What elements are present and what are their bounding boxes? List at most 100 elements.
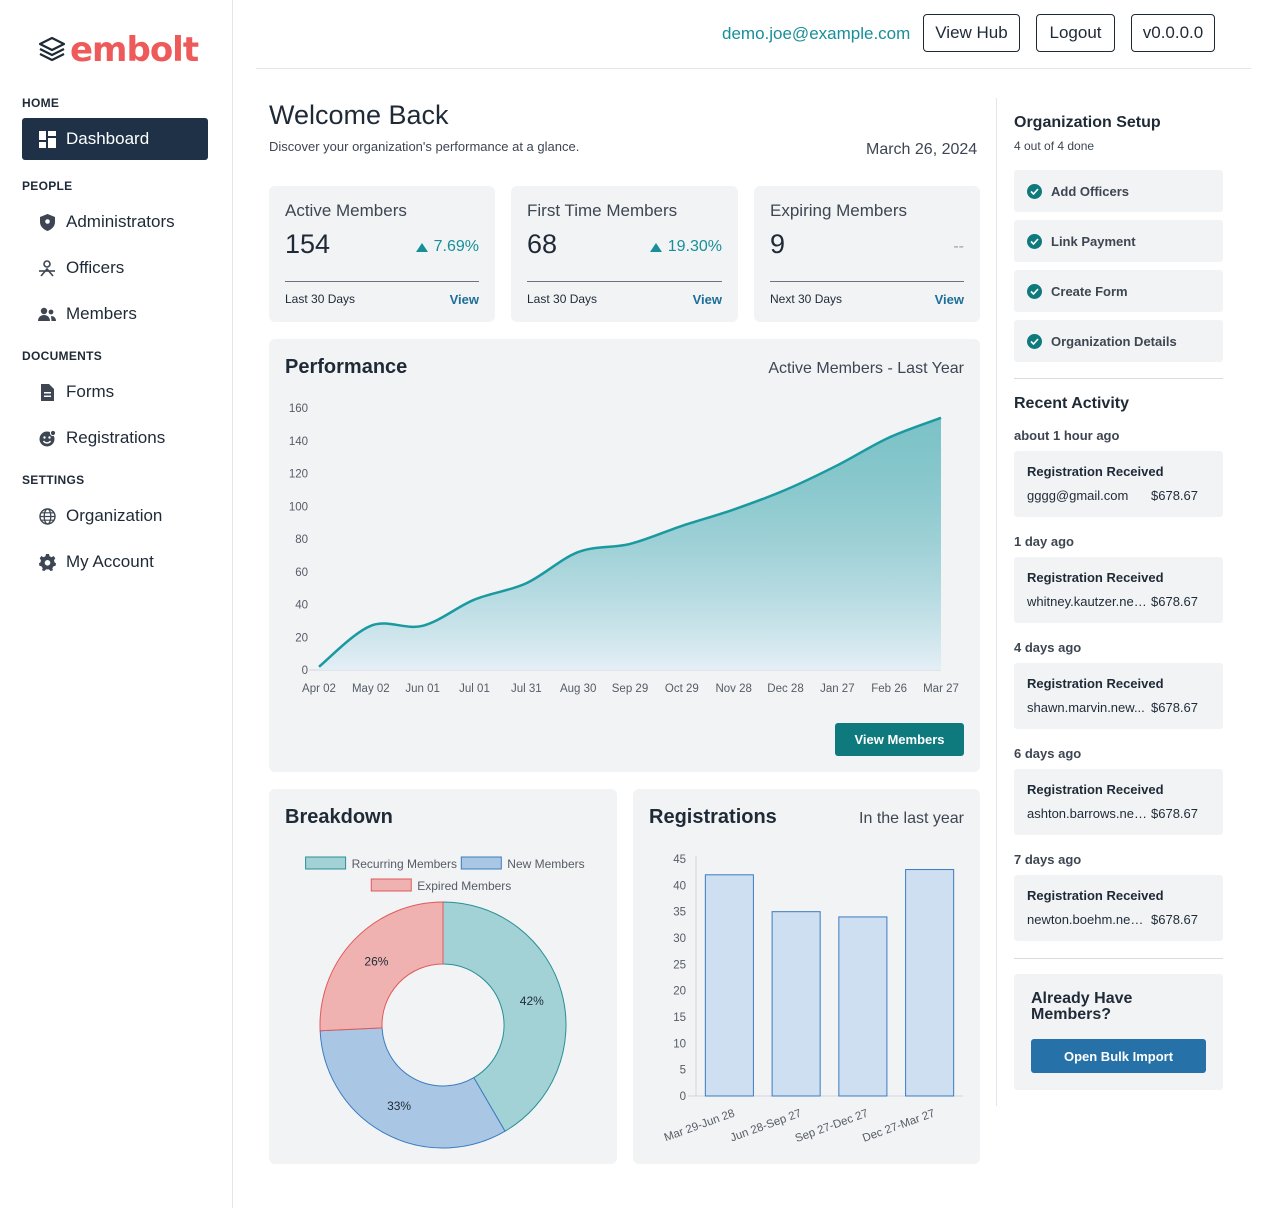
stat-delta-value: -- [953, 238, 964, 255]
bar [704, 874, 754, 1097]
user-email[interactable]: demo.joe@example.com [722, 24, 911, 43]
dashboard-icon [38, 130, 56, 148]
stat-period: Next 30 Days [770, 292, 843, 306]
nav-section-people: PEOPLE [22, 179, 73, 193]
slice-label: 33% [387, 1099, 411, 1113]
check-circle-icon [1027, 333, 1042, 349]
sidebar-item-administrators[interactable]: Administrators [22, 201, 208, 243]
view-hub-button[interactable]: View Hub [923, 14, 1020, 52]
activity-item[interactable]: Registration Received ashton.barrows.new… [1014, 769, 1223, 835]
panel-title: Performance [285, 356, 408, 378]
y-tick-label: 160 [289, 403, 308, 415]
divider [527, 281, 722, 282]
sidebar-item-label: Organization [66, 506, 163, 525]
x-tick-label: Jul 31 [511, 683, 542, 695]
series-line [318, 416, 942, 668]
setup-item-label: Link Payment [1051, 233, 1136, 249]
activity-item[interactable]: Registration Received gggg@gmail.com $67… [1014, 451, 1223, 517]
check-circle-icon [1027, 233, 1042, 249]
activity-email: shawn.marvin.new... [1027, 700, 1145, 715]
stat-delta: 19.30% [649, 238, 722, 256]
pie-slice [319, 901, 444, 1032]
setup-item-add-officers[interactable]: Add Officers [1014, 170, 1223, 212]
users-icon [38, 305, 56, 323]
stat-title: First Time Members [527, 201, 678, 220]
x-tick-label: Jan 27 [820, 683, 855, 695]
brand-logo[interactable]: embolt [38, 30, 199, 70]
open-bulk-import-button[interactable]: Open Bulk Import [1031, 1039, 1206, 1073]
y-tick-label: 35 [673, 907, 686, 919]
x-tick-label: Mar 27 [923, 683, 959, 695]
x-tick-label: Aug 30 [560, 683, 596, 695]
activity-email: newton.boehm.new... [1027, 912, 1149, 927]
legend-swatch [460, 856, 502, 870]
logout-button[interactable]: Logout [1036, 14, 1115, 52]
x-tick-label: Sep 29 [612, 683, 648, 695]
legend-label: Expired Members [417, 879, 511, 893]
view-members-button[interactable]: View Members [835, 723, 964, 756]
divider [770, 281, 964, 282]
panel-title: Registrations [649, 806, 777, 828]
stat-delta: -- [953, 238, 964, 256]
activity-time: 4 days ago [1014, 640, 1082, 655]
top-bar: demo.joe@example.com View Hub Logout v0.… [256, 0, 1251, 69]
setup-item-link-payment[interactable]: Link Payment [1014, 220, 1223, 262]
stat-card-first-time-members: First Time Members 68 19.30% Last 30 Day… [511, 186, 738, 322]
sidebar-item-members[interactable]: Members [22, 293, 208, 335]
divider [285, 281, 479, 282]
panel-subtitle: In the last year [859, 810, 964, 827]
stat-delta-value: 19.30% [667, 238, 722, 255]
sidebar-item-label: Registrations [66, 428, 166, 447]
check-circle-icon [1027, 283, 1042, 299]
activity-item[interactable]: Registration Received whitney.kautzer.ne… [1014, 557, 1223, 623]
activity-title: Registration Received [1027, 888, 1164, 903]
panel-subtitle: Active Members - Last Year [768, 360, 964, 377]
activity-item[interactable]: Registration Received shawn.marvin.new..… [1014, 663, 1223, 729]
stat-title: Active Members [285, 201, 407, 220]
panel-title: Breakdown [285, 806, 393, 828]
x-tick-label: Oct 29 [665, 683, 699, 695]
stat-value: 9 [770, 229, 786, 259]
sidebar-item-registrations[interactable]: Registrations [22, 417, 208, 459]
activity-item[interactable]: Registration Received newton.boehm.new..… [1014, 875, 1223, 941]
stat-delta: 7.69% [415, 238, 479, 256]
view-active-members-link[interactable]: View [449, 292, 479, 307]
nav-section-settings: SETTINGS [22, 473, 85, 487]
bulk-import-title: Already Have Members? [1031, 990, 1133, 1023]
setup-item-organization-details[interactable]: Organization Details [1014, 320, 1223, 362]
y-tick-label: 40 [673, 880, 686, 892]
registrations-panel: Registrations In the last year 0 5 10 15 20 2… [633, 789, 980, 1164]
setup-item-create-form[interactable]: Create Form [1014, 270, 1223, 312]
sidebar-item-dashboard[interactable]: Dashboard [22, 118, 208, 160]
y-tick-label: 20 [295, 632, 308, 644]
legend-label: New Members [507, 857, 584, 871]
y-tick-label: 45 [673, 854, 686, 866]
sidebar-item-officers[interactable]: Officers [22, 247, 208, 289]
activity-amount: $678.67 [1151, 912, 1198, 927]
sidebar-item-organization[interactable]: Organization [22, 495, 208, 537]
sidebar-item-label: Administrators [66, 212, 175, 231]
activity-amount: $678.67 [1151, 700, 1198, 715]
activity-title: Registration Received [1027, 570, 1164, 585]
bar [771, 911, 821, 1097]
activity-title: Registration Received [1027, 464, 1164, 479]
sidebar-item-label: My Account [66, 552, 154, 571]
sidebar-item-forms[interactable]: Forms [22, 371, 208, 413]
x-tick-label: Apr 02 [302, 683, 336, 695]
y-tick-label: 10 [673, 1038, 686, 1050]
activity-email: whitney.kautzer.new... [1027, 594, 1149, 609]
activity-amount: $678.67 [1151, 488, 1198, 503]
view-first-time-members-link[interactable]: View [692, 292, 722, 307]
view-expiring-members-link[interactable]: View [934, 292, 964, 307]
sidebar-item-my-account[interactable]: My Account [22, 541, 208, 583]
x-tick-label: Feb 26 [871, 683, 907, 695]
activity-time: 7 days ago [1014, 852, 1082, 867]
x-tick-label: Sep 27-Dec 27 [794, 1108, 870, 1146]
y-tick-label: 0 [302, 665, 308, 677]
version-button[interactable]: v0.0.0.0 [1131, 14, 1215, 52]
legend-swatch [370, 878, 412, 892]
stat-period: Last 30 Days [527, 292, 598, 306]
y-tick-label: 0 [680, 1091, 686, 1103]
divider [1014, 958, 1223, 959]
